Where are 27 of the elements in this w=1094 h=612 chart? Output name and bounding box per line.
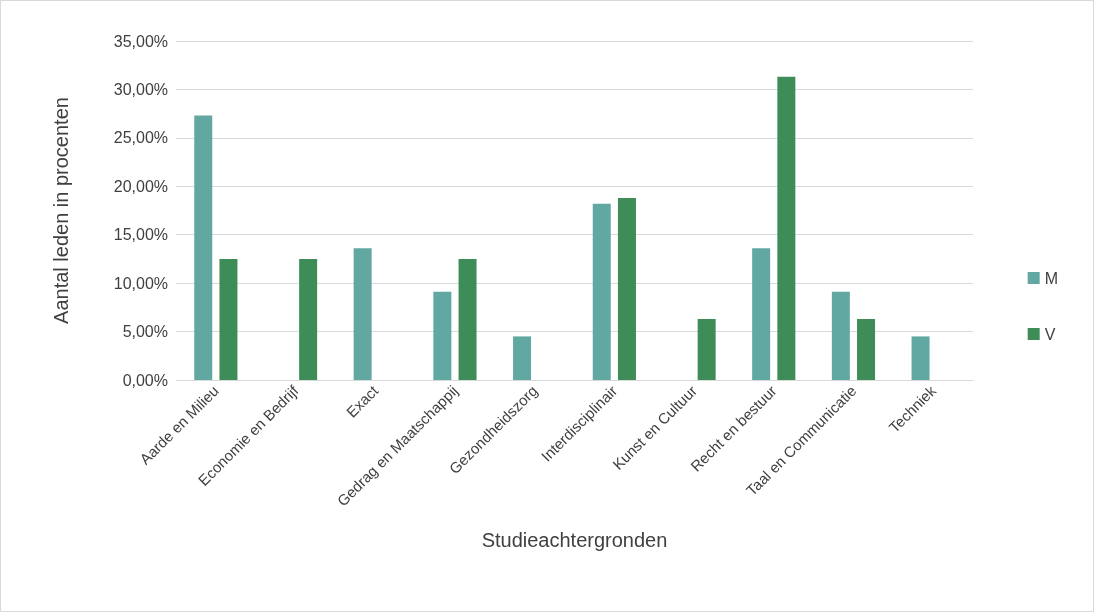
bar — [857, 318, 876, 380]
bar — [299, 258, 318, 380]
bar — [617, 197, 636, 380]
y-tick-label: 25,00% — [113, 129, 168, 147]
y-tick-label: 0,00% — [122, 371, 168, 389]
bar — [433, 291, 452, 380]
bar — [752, 248, 771, 380]
y-axis-title: Aantal leden in procenten — [50, 97, 72, 324]
y-tick-label: 20,00% — [113, 177, 168, 195]
y-tick-label: 5,00% — [122, 323, 168, 341]
bar — [911, 336, 930, 380]
y-tick-label: 30,00% — [113, 80, 168, 98]
legend-label: V — [1044, 325, 1056, 343]
bar — [777, 76, 796, 380]
bar — [831, 291, 850, 380]
y-tick-label: 10,00% — [113, 274, 168, 292]
y-tick-label: 15,00% — [113, 226, 168, 244]
legend-label: M — [1044, 269, 1058, 287]
bar — [697, 318, 716, 380]
bar — [458, 258, 477, 380]
bar — [592, 203, 611, 380]
bar — [194, 115, 213, 380]
y-tick-label: 35,00% — [113, 32, 168, 50]
bar — [219, 258, 238, 380]
x-axis-title: Studieachtergronden — [481, 529, 668, 551]
bar — [513, 336, 532, 380]
bar — [353, 248, 372, 380]
